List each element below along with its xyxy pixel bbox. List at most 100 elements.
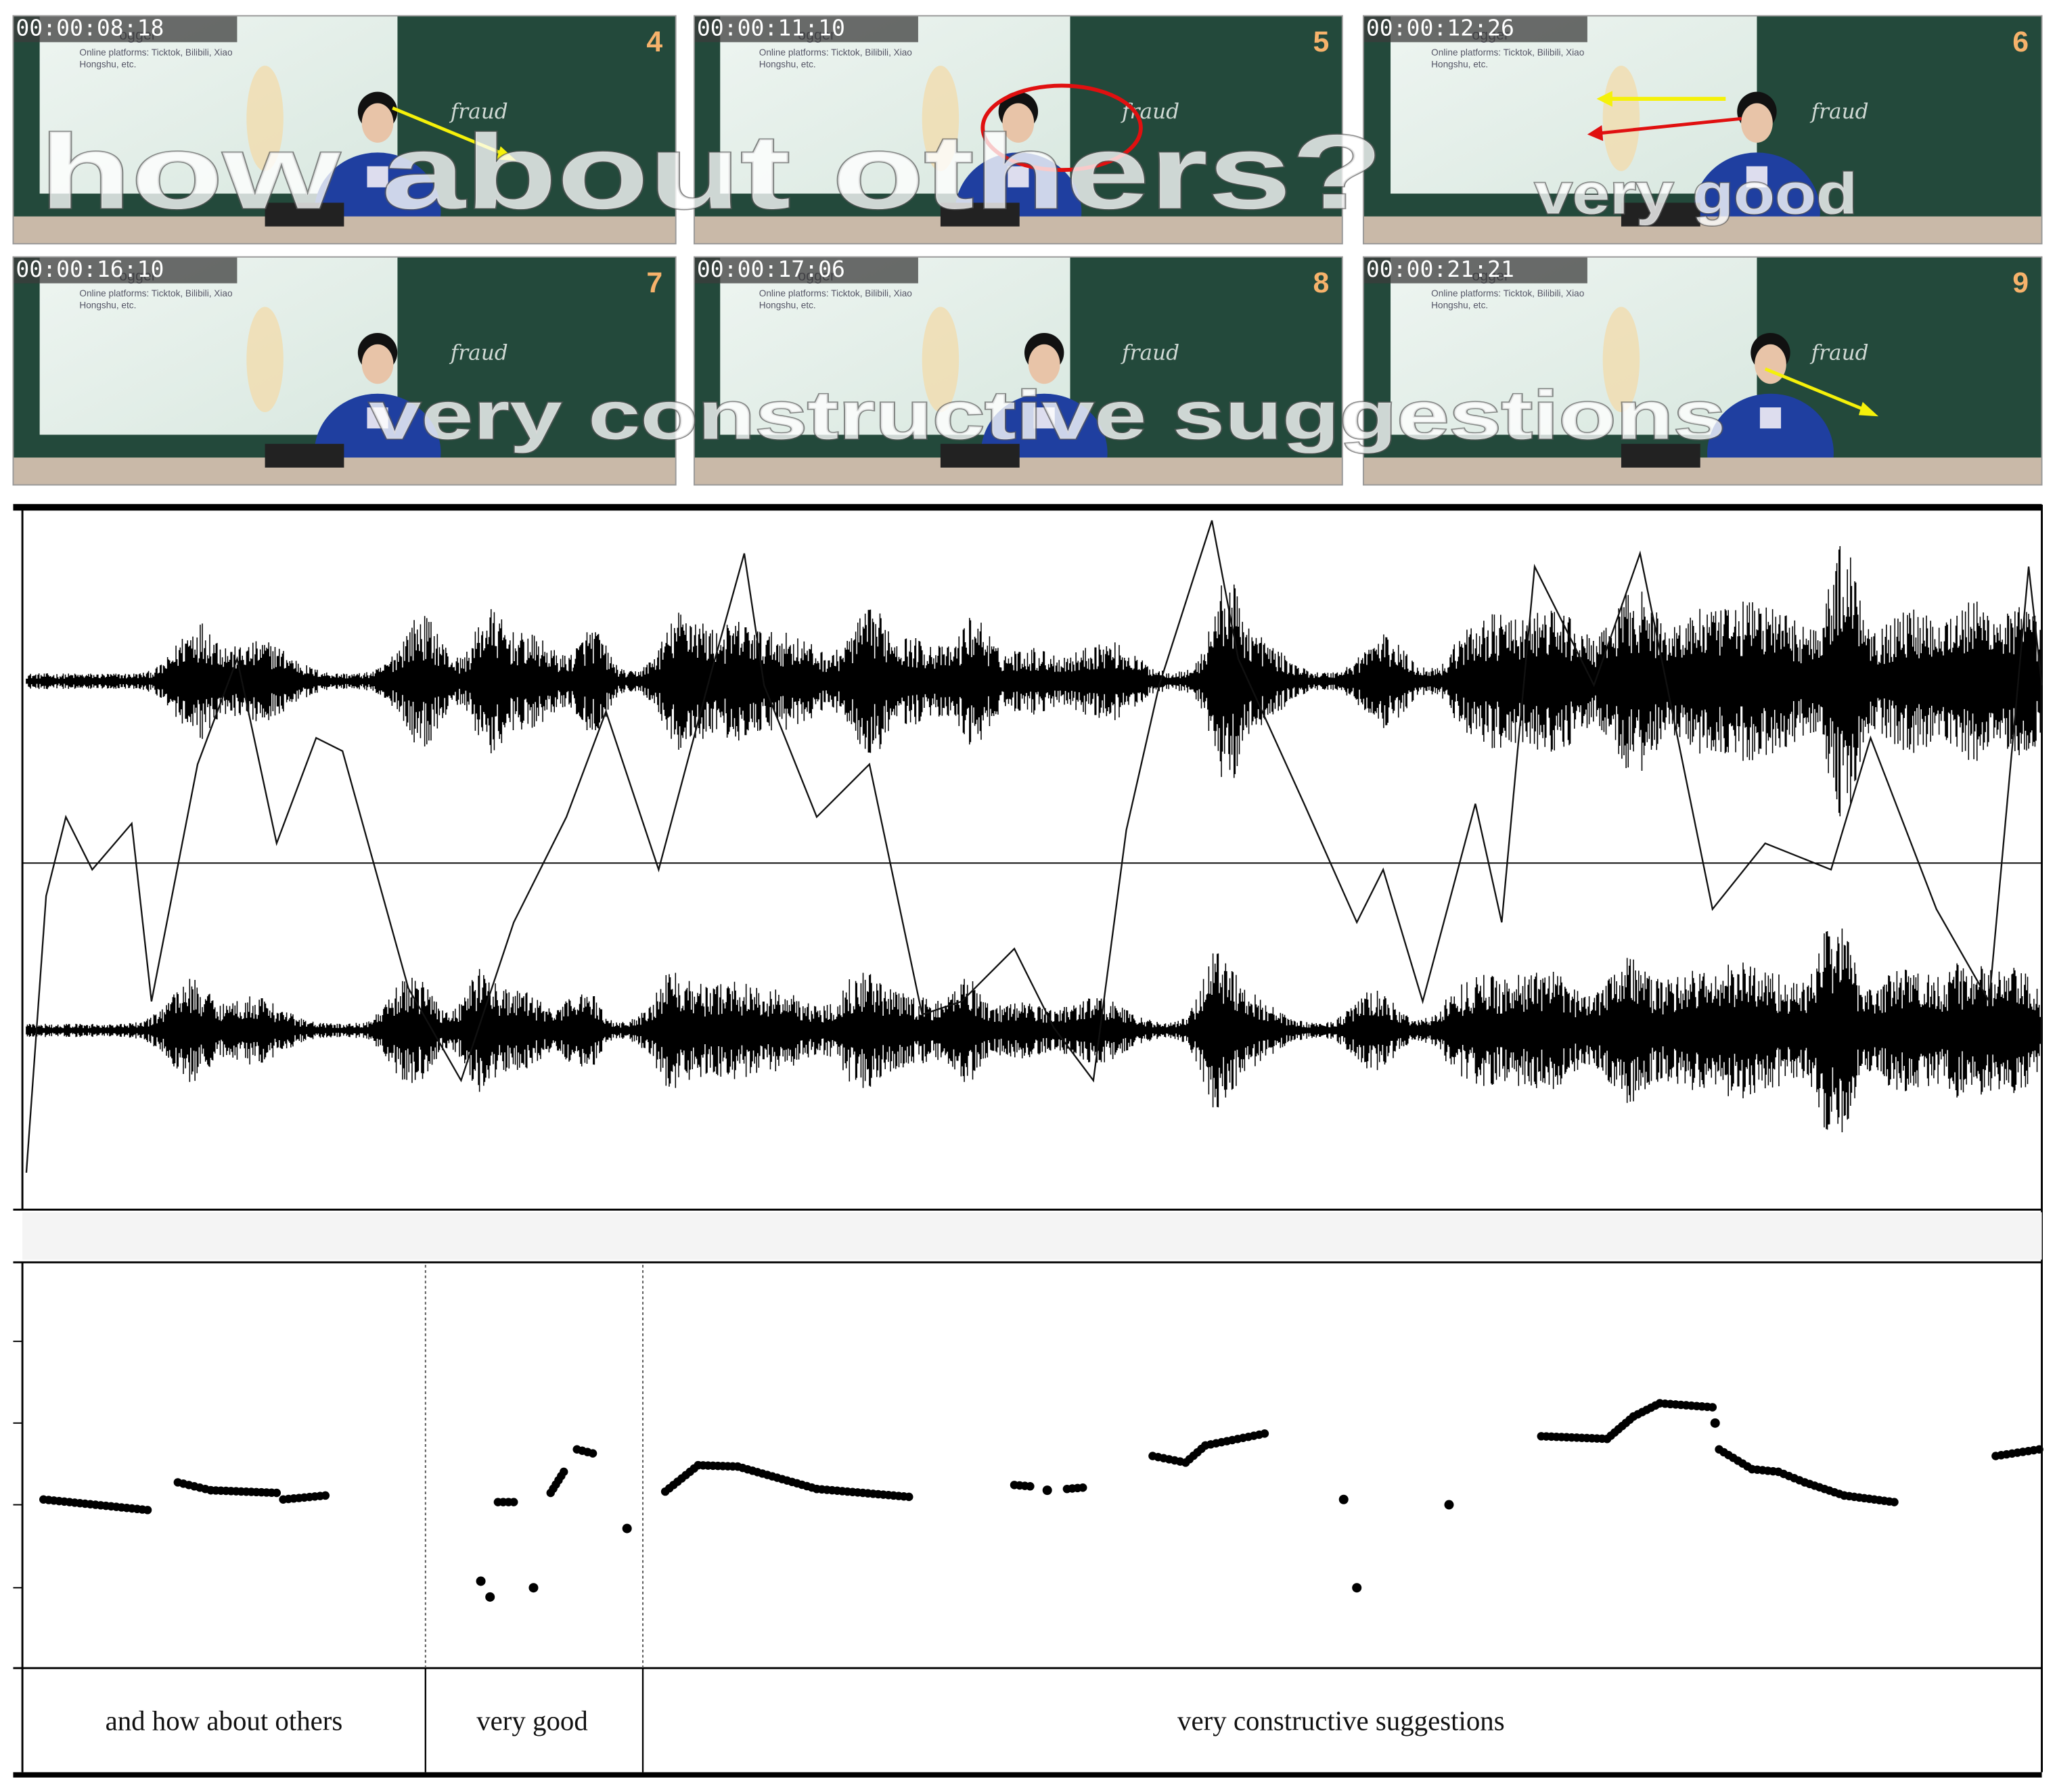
frame-border — [12, 256, 677, 486]
slide-text: Online platforms: Ticktok, Bilibili, Xia… — [1431, 288, 1584, 298]
intensity-curve — [25, 520, 2043, 1173]
timestamp-bg — [13, 256, 238, 284]
timestamp: 00:00:08:18 — [16, 15, 164, 41]
frame-content: oggerOnline platforms: Ticktok, Bilibili… — [694, 256, 1342, 485]
waveform-channel — [26, 928, 2041, 1133]
timestamp-bg — [13, 16, 238, 43]
projection — [1391, 256, 1757, 435]
transcript-label: and how about others — [106, 1705, 343, 1736]
desk — [13, 216, 676, 244]
frame-number: 4 — [646, 26, 662, 58]
pitch-dot — [559, 1467, 568, 1477]
spacer — [22, 1212, 2042, 1260]
desk-device — [265, 443, 344, 468]
slide-text: Hongshu, etc. — [79, 300, 136, 311]
waveform-panel — [13, 503, 2043, 1772]
video-frame: oggerOnline platforms: Ticktok, Bilibili… — [12, 256, 677, 486]
frame-number: 7 — [646, 267, 662, 299]
pitch-track — [39, 1399, 2043, 1602]
pitch-panel: and how about others very good very cons… — [13, 1262, 2043, 1778]
frame-border — [693, 256, 1343, 486]
slide-text: Online platforms: Ticktok, Bilibili, Xia… — [79, 47, 232, 58]
person-badge — [1746, 166, 1768, 187]
pitch-dot — [1352, 1583, 1362, 1593]
arrow-head — [1858, 401, 1879, 417]
arrow-head — [496, 146, 517, 161]
pitch-dot — [1026, 1482, 1035, 1491]
projection — [39, 256, 398, 435]
slide-graphic — [1602, 66, 1640, 171]
person-badge — [1759, 407, 1782, 429]
pitch-dot — [510, 1498, 518, 1506]
timestamp: 00:00:12:26 — [1366, 15, 1514, 41]
pitch-dot — [1260, 1429, 1269, 1438]
pitch-dot — [905, 1492, 913, 1502]
arrow — [1600, 116, 1742, 135]
board-writing: fraud — [449, 99, 508, 124]
frame-content: oggerOnline platforms: Ticktok, Bilibili… — [13, 16, 676, 244]
frame-border — [12, 15, 677, 245]
arrow — [392, 106, 508, 158]
person-face — [1741, 103, 1773, 143]
pitch-dot — [528, 1583, 539, 1593]
slide-text: Online platforms: Ticktok, Bilibili, Xia… — [79, 288, 232, 298]
timestamp-bg — [1363, 256, 1587, 284]
timestamp: 00:00:11:10 — [697, 15, 845, 41]
board-writing: fraud — [1121, 340, 1179, 365]
pitch-dot — [1079, 1483, 1087, 1492]
video-frame: oggerOnline platforms: Ticktok, Bilibili… — [1362, 15, 2043, 245]
slide-text: Hongshu, etc. — [759, 59, 816, 69]
person-badge — [1033, 407, 1055, 429]
caption-overlay: how about others? — [39, 114, 1383, 231]
slide-text: Hongshu, etc. — [1431, 300, 1488, 311]
transcript-label: very constructive suggestions — [1177, 1705, 1505, 1736]
frame-border — [1362, 256, 2043, 486]
frame-number: 6 — [2012, 26, 2029, 58]
arrow-head — [1596, 91, 1612, 107]
pitch-dot — [143, 1506, 152, 1515]
arrow — [1764, 367, 1869, 413]
video-frame: oggerOnline platforms: Ticktok, Bilibili… — [1362, 256, 2043, 486]
pitch-dot — [1444, 1500, 1454, 1510]
desk — [1363, 216, 2042, 244]
desk-device — [1621, 443, 1700, 468]
waveform-channel — [26, 546, 2041, 817]
timestamp: 00:00:21:21 — [1366, 256, 1514, 282]
frame-number: 5 — [1313, 26, 1329, 58]
pitch-dot — [622, 1523, 632, 1533]
pitch-dot — [1042, 1485, 1052, 1496]
video-frames: oggerOnline platforms: Ticktok, Bilibili… — [12, 15, 2043, 486]
person-badge — [367, 407, 388, 429]
caption-overlay: very constructive suggestions — [369, 377, 1725, 453]
slide-graphic — [922, 307, 959, 413]
person-badge — [367, 166, 388, 187]
desk — [13, 457, 676, 485]
pitch-dot — [2035, 1445, 2043, 1454]
pitch-dot — [321, 1491, 330, 1500]
board-writing: fraud — [449, 340, 508, 365]
waveforms — [25, 520, 2043, 1173]
person-face — [361, 103, 394, 143]
person-face — [1755, 344, 1786, 384]
timestamp-bg — [694, 256, 918, 284]
slide-text: Online platforms: Ticktok, Bilibili, Xia… — [759, 47, 912, 58]
slide-text: Hongshu, etc. — [759, 300, 816, 311]
board-writing: fraud — [1121, 99, 1179, 124]
pitch-dot — [1338, 1494, 1349, 1504]
pitch-dot — [272, 1488, 281, 1498]
frame-content: oggerOnline platforms: Ticktok, Bilibili… — [13, 256, 676, 485]
slide-graphic — [1602, 307, 1640, 413]
frame-content: oggerOnline platforms: Ticktok, Bilibili… — [694, 16, 1342, 244]
desk-device — [265, 202, 344, 227]
projection — [1391, 16, 1757, 194]
pitch-dot — [485, 1592, 495, 1602]
frame-number: 9 — [2012, 267, 2029, 299]
pitch-dot — [1708, 1403, 1717, 1412]
person-badge — [1008, 166, 1029, 187]
desk-device — [1621, 202, 1700, 227]
pitch-dot — [1890, 1498, 1899, 1506]
slide-text: Hongshu, etc. — [1431, 59, 1488, 69]
